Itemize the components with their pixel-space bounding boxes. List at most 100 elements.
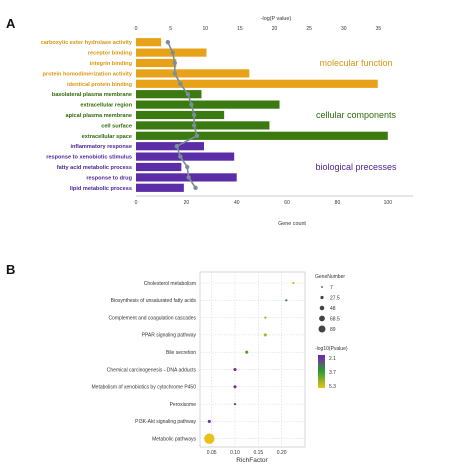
- size-key-dot: [319, 315, 325, 322]
- pathway-label: Biosynthesis of unsaturated fatty acids: [111, 298, 197, 304]
- top-tick-label: 15: [237, 26, 243, 32]
- pvalue-point: [191, 123, 197, 128]
- group-label: cellular components: [316, 110, 397, 120]
- pathway-dot: [292, 281, 295, 285]
- pathway-label: Metabolism of xenobiotics by cytochrome …: [92, 385, 197, 391]
- category-label: response to xenobiotic stimulus: [46, 155, 132, 161]
- x-tick-label: 0.05: [207, 450, 217, 456]
- x-tick-label: 0.10: [230, 450, 240, 456]
- size-key-dot: [321, 286, 323, 288]
- category-label: inflammatory response: [70, 144, 132, 150]
- x-tick-label: 20: [184, 200, 190, 206]
- top-tick-label: 30: [341, 26, 347, 32]
- x-tick-label: 0.20: [277, 450, 287, 456]
- panel-a-label: A: [6, 16, 16, 31]
- group-label: biological precesses: [315, 162, 397, 172]
- pvalue-point: [189, 102, 194, 107]
- kegg-enrichment-dot-plot: Cholesterol metabolism Biosynthesis of un…: [92, 271, 348, 464]
- pvalue-point: [165, 40, 171, 45]
- bar: [136, 58, 177, 68]
- color-key-label: 2.1: [329, 356, 336, 362]
- pathway-label: Metabolic pathways: [152, 437, 196, 443]
- top-axis-title: -log(P value): [261, 16, 292, 22]
- pvalue-point: [170, 50, 175, 55]
- category-label: protein homodimerization activity: [42, 71, 132, 77]
- top-tick-label: 10: [202, 26, 208, 32]
- bar: [136, 90, 202, 99]
- gene-number-legend-title: GeneNumber: [315, 274, 345, 280]
- pathway-dot: [233, 385, 237, 389]
- category-label: extracellular region: [80, 103, 132, 109]
- bar: [136, 79, 378, 88]
- pvalue-point: [178, 154, 183, 159]
- size-key-dot: [320, 295, 324, 300]
- color-bar: [318, 355, 325, 388]
- top-tick-label: 0: [135, 26, 138, 32]
- pvalue-point: [178, 81, 183, 87]
- pathway-label: Chemical carcinogenesis - DNA adducts: [107, 367, 197, 373]
- pvalue-point: [185, 164, 190, 170]
- pvalue-point: [186, 175, 191, 180]
- bar: [136, 162, 182, 172]
- pvalue-line: [165, 40, 200, 190]
- category-label: cell surface: [101, 123, 132, 129]
- bar: [136, 110, 225, 120]
- pvalue-color-legend: -log10(Pvalue) 2.1 3.7 5.3: [315, 346, 348, 390]
- size-key-label: 27.5: [330, 295, 340, 301]
- x-tick-label: 60: [284, 200, 290, 206]
- pathway-dot: [233, 403, 237, 406]
- group-label: molecular function: [319, 58, 392, 68]
- bar: [136, 131, 388, 140]
- pathway-dot: [263, 333, 267, 337]
- go-enrichment-bar-chart: -log(P value) 0 5 10 15 20 25 30 35 carboxylic …: [41, 16, 413, 227]
- category-labels: carboxylic ester hydrolase activity recep…: [41, 40, 133, 192]
- pvalue-point: [185, 92, 191, 97]
- category-label: response to drug: [86, 175, 132, 181]
- x-tick-label: 40: [234, 200, 240, 206]
- pvalue-legend-title: -log10(Pvalue): [315, 346, 348, 352]
- pathway-dot: [207, 419, 211, 423]
- gene-number-legend: GeneNumber 7 27.5 48 68.5 89: [315, 274, 345, 333]
- bar: [136, 100, 280, 109]
- pathway-dot: [204, 433, 215, 444]
- bar: [136, 152, 235, 161]
- category-label: integrin binding: [90, 61, 133, 67]
- size-key-label: 68.5: [330, 316, 340, 322]
- bottom-axis-ticks: 0 20 40 60 80 100: [135, 195, 413, 206]
- pathway-label: Peroxisome: [170, 402, 197, 408]
- size-key-dot: [319, 305, 325, 311]
- category-label: receptor binding: [88, 51, 133, 57]
- group-labels: molecular function cellular components bio…: [315, 58, 397, 172]
- bar: [136, 121, 270, 130]
- category-label: fatty acid metabolic process: [57, 165, 132, 171]
- plot-frame: [199, 271, 306, 448]
- x-axis-ticks: 0.05 0.10 0.15 0.20: [207, 450, 287, 456]
- bar: [136, 173, 237, 182]
- top-tick-label: 25: [306, 26, 312, 32]
- category-label: extracellular space: [82, 134, 132, 140]
- size-key-dot: [318, 325, 326, 333]
- pathway-label: Complement and coagulation cascades: [108, 315, 196, 321]
- pathway-labels: Cholesterol metabolism Biosynthesis of un…: [92, 281, 197, 443]
- color-key-label: 5.3: [329, 384, 336, 390]
- bar: [136, 183, 184, 192]
- pathway-dot: [233, 367, 237, 372]
- richfactor-axis-title: RichFactor: [236, 457, 268, 464]
- pathway-label: PI3K-Akt signaling pathway: [135, 419, 196, 425]
- x-axis-title: Gene count: [278, 221, 306, 227]
- category-label: carboxylic ester hydrolase activity: [41, 40, 133, 46]
- category-label: lipid metabolic process: [70, 186, 132, 192]
- top-tick-label: 5: [169, 26, 172, 32]
- size-key-label: 7: [330, 285, 333, 291]
- pvalue-point: [191, 112, 197, 118]
- top-tick-label: 35: [376, 26, 382, 32]
- pathway-dot: [245, 350, 249, 354]
- pvalue-point: [193, 185, 198, 190]
- x-tick-label: 0.15: [253, 450, 263, 456]
- pathway-dot: [285, 299, 288, 302]
- grid-lines: [200, 272, 305, 447]
- x-tick-label: 80: [335, 200, 341, 206]
- dots-group: [204, 281, 295, 444]
- x-tick-label: 100: [384, 200, 393, 206]
